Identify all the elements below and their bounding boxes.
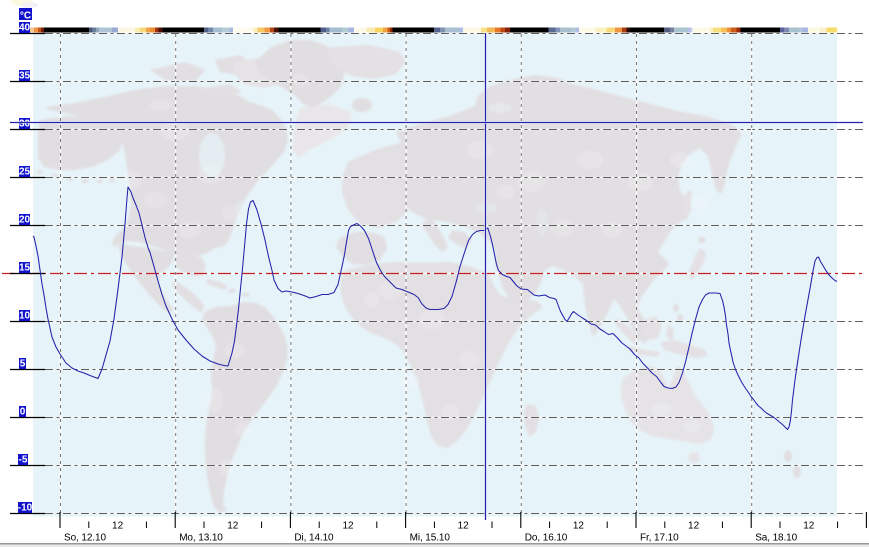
svg-text:20: 20: [19, 215, 31, 226]
svg-text:Do, 16.10: Do, 16.10: [525, 533, 568, 544]
svg-text:10: 10: [19, 311, 31, 322]
svg-text:Mi, 15.10: Mi, 15.10: [410, 533, 451, 544]
svg-text:12: 12: [803, 521, 815, 532]
svg-text:12: 12: [688, 521, 700, 532]
svg-text:12: 12: [342, 521, 354, 532]
svg-text:35: 35: [19, 71, 31, 82]
svg-text:25: 25: [19, 167, 31, 178]
svg-text:Fr, 17.10: Fr, 17.10: [640, 533, 679, 544]
svg-text:Mo, 13.10: Mo, 13.10: [179, 533, 223, 544]
svg-text:12: 12: [112, 521, 124, 532]
svg-text:30: 30: [19, 119, 31, 130]
svg-text:-10: -10: [18, 503, 33, 514]
svg-text:-5: -5: [19, 455, 28, 466]
svg-text:0: 0: [20, 407, 26, 418]
svg-text:12: 12: [227, 521, 239, 532]
svg-text:12: 12: [458, 521, 470, 532]
svg-text:Di, 14.10: Di, 14.10: [294, 533, 334, 544]
svg-text:40: 40: [19, 23, 31, 34]
svg-text:°C: °C: [20, 11, 31, 22]
svg-text:So, 12.10: So, 12.10: [64, 533, 106, 544]
svg-text:15: 15: [19, 263, 31, 274]
svg-text:5: 5: [20, 359, 26, 370]
svg-text:Sa, 18.10: Sa, 18.10: [755, 533, 797, 544]
svg-text:12: 12: [573, 521, 585, 532]
